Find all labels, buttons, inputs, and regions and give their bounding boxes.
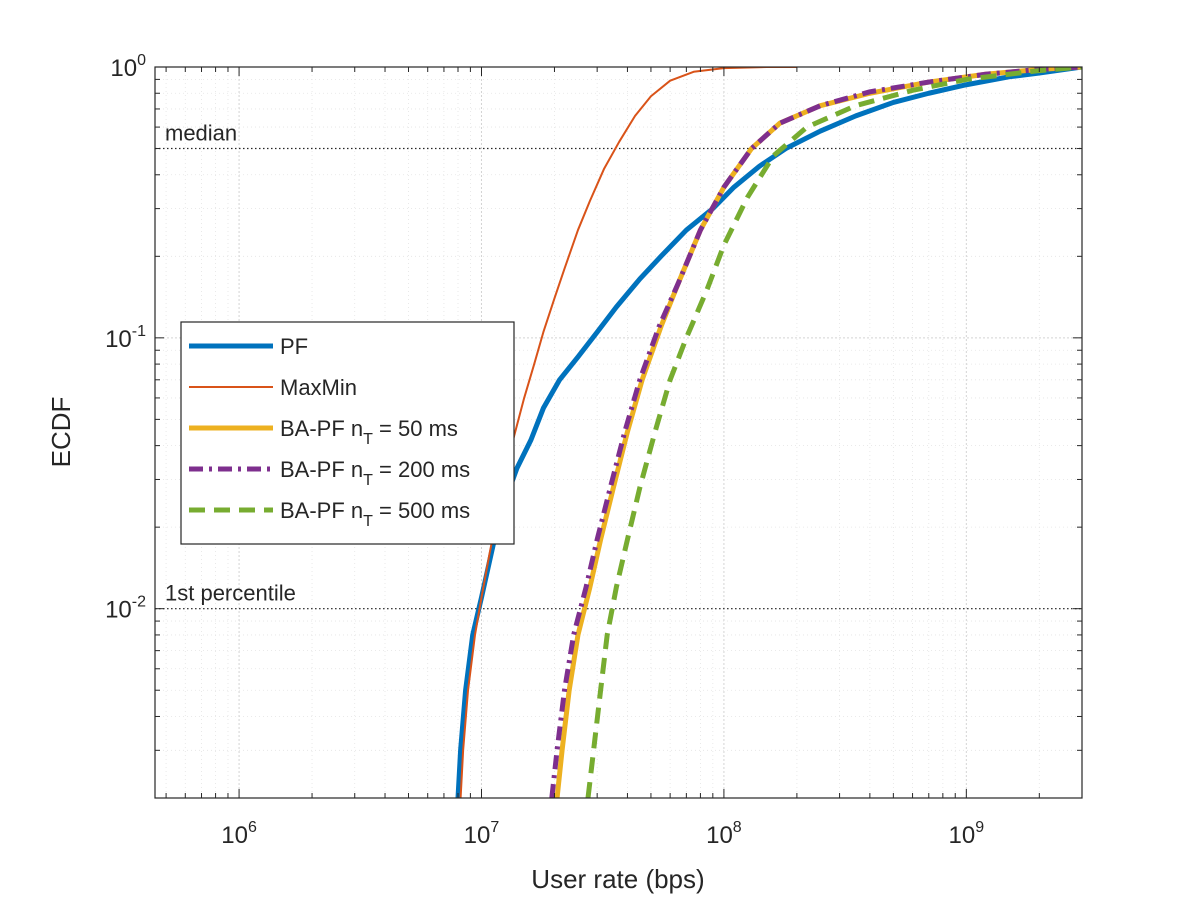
y-tick-label: 10-2 [105, 594, 146, 624]
legend: PF MaxMin BA-PF nT = 50 ms BA-PF nT = 200 m… [180, 321, 515, 545]
x-axis-label: User rate (bps) [531, 864, 704, 894]
series-line-1 [459, 67, 797, 798]
y-tick-label: 100 [110, 52, 146, 82]
series-line-0 [455, 67, 1082, 798]
legend-box [180, 321, 515, 545]
axes-box [154, 66, 1083, 799]
legend-label: BA-PF nT = 500 ms [280, 498, 470, 530]
reference-labels: median 1st percentile [165, 121, 296, 606]
x-tick-label: 107 [464, 819, 500, 849]
x-tick-label: 109 [949, 819, 985, 849]
x-tick-labels: 106 107 108 109 [221, 819, 984, 849]
y-axis-label: ECDF [46, 397, 76, 468]
legend-label: BA-PF nT = 200 ms [280, 457, 470, 489]
legend-label: PF [280, 334, 308, 359]
series-line-3 [549, 67, 1082, 798]
legend-label: MaxMin [280, 375, 357, 400]
reference-label: median [165, 121, 237, 146]
y-tick-label: 10-1 [105, 323, 146, 353]
y-tick-labels: 10-2 10-1 100 [105, 52, 146, 624]
reference-lines [155, 147, 1082, 610]
x-tick-label: 106 [221, 819, 257, 849]
tick-marks [155, 66, 1083, 799]
x-tick-label: 108 [706, 819, 742, 849]
reference-label: 1st percentile [165, 581, 296, 606]
series-group [455, 67, 1082, 798]
legend-label: BA-PF nT = 50 ms [280, 416, 458, 448]
